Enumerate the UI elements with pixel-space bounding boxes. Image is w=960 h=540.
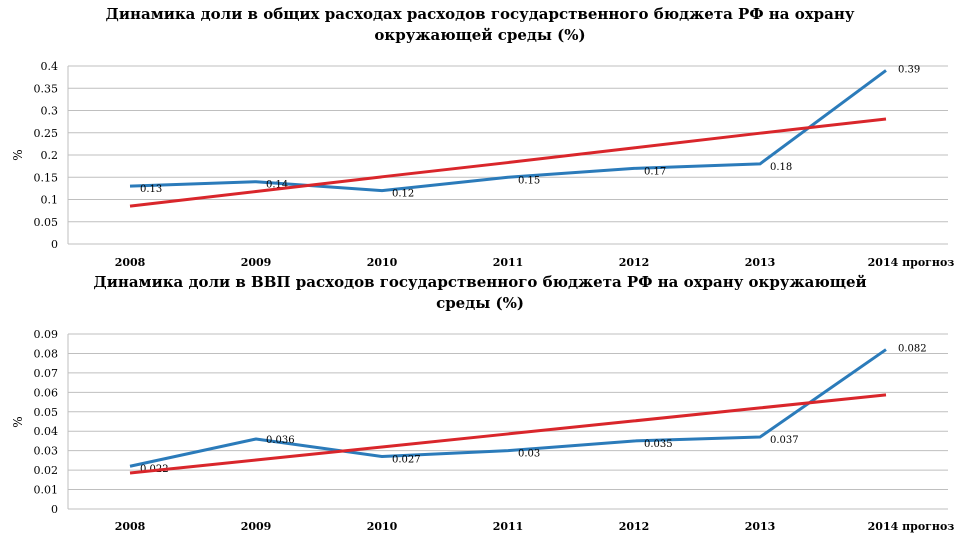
y-tick-label: 0.05: [34, 406, 59, 419]
y-tick-label: 0.06: [34, 386, 59, 399]
x-tick-label: 2011: [493, 256, 524, 269]
x-tick-label: 2013: [745, 256, 776, 269]
y-tick-label: 0.05: [34, 216, 59, 229]
chart2-title: Динамика доли в ВВП расходов государстве…: [0, 272, 960, 314]
chart-2: 0 0.01 0.02 0.03 0.04 0.05 0.06 0.07 0.08 0.09% 20…: [11, 328, 954, 533]
y-tick-label: 0.2: [41, 149, 59, 162]
x-tick-label: 2011: [493, 520, 524, 533]
y-axis-label: %: [11, 149, 25, 160]
series-line-share: [129, 69, 887, 193]
x-tick-label: 2009: [241, 256, 272, 269]
y-tick-label: 0.3: [41, 105, 59, 118]
x-tick-label: 2012: [619, 256, 650, 269]
y-tick-label: 0: [51, 238, 58, 251]
chart1-title: Динамика доли в общих расходах расходов …: [0, 4, 960, 46]
y-tick-label: 0.4: [41, 60, 59, 73]
data-label: 0.036: [266, 435, 295, 446]
data-label: 0.18: [770, 162, 792, 173]
y-tick-label: 0.04: [34, 425, 59, 438]
data-label: 0.17: [644, 166, 666, 177]
data-label: 0.035: [644, 439, 673, 450]
chart1-title-line1: Динамика доли в общих расходах расходов …: [105, 5, 855, 23]
y-tick-label: 0.25: [34, 127, 59, 140]
y-tick-label: 0.35: [34, 82, 59, 95]
data-label: 0.39: [898, 64, 920, 75]
x-tick-label: 2013: [745, 520, 776, 533]
data-label: 0.027: [392, 455, 421, 466]
x-tick-label: 2014 прогноз: [868, 520, 955, 533]
y-tick-label: 0.01: [34, 484, 59, 497]
x-tick-label: 2012: [619, 520, 650, 533]
data-label: 0.037: [770, 435, 799, 446]
y-tick-label: 0.08: [34, 347, 59, 360]
x-tick-label: 2009: [241, 520, 272, 533]
data-label: 0.03: [518, 449, 540, 460]
y-tick-label: 0: [51, 503, 58, 516]
y-tick-label: 0.07: [34, 367, 59, 380]
x-tick-label: 2010: [367, 256, 398, 269]
data-label: 0.082: [898, 344, 927, 355]
chart-1: 0 0.05 0.1 0.15 0.2 0.25 0.3 0.35 0.4% 2008 2009 20…: [11, 60, 954, 269]
data-label: 0.12: [392, 189, 414, 200]
x-tick-label: 2014 прогноз: [868, 256, 955, 269]
series-line-share: [129, 348, 887, 468]
y-tick-label: 0.15: [34, 171, 59, 184]
y-tick-label: 0.09: [34, 328, 59, 341]
series-line-trend: [129, 393, 887, 475]
y-tick-label: 0.1: [41, 194, 59, 207]
y-axis-label: %: [11, 416, 25, 427]
y-tick-label: 0.03: [34, 445, 59, 458]
chart2-title-line2: среды (%): [436, 294, 524, 312]
x-tick-label: 2008: [115, 256, 146, 269]
x-tick-label: 2010: [367, 520, 398, 533]
chart1-title-line2: окружающей среды (%): [374, 26, 586, 44]
data-label: 0.15: [518, 175, 540, 186]
y-tick-label: 0.02: [34, 464, 59, 477]
data-label: 0.13: [140, 184, 162, 195]
series-line-trend: [129, 117, 887, 208]
x-tick-label: 2008: [115, 520, 146, 533]
chart2-title-line1: Динамика доли в ВВП расходов государстве…: [93, 273, 867, 291]
data-label: 0.14: [266, 180, 288, 191]
